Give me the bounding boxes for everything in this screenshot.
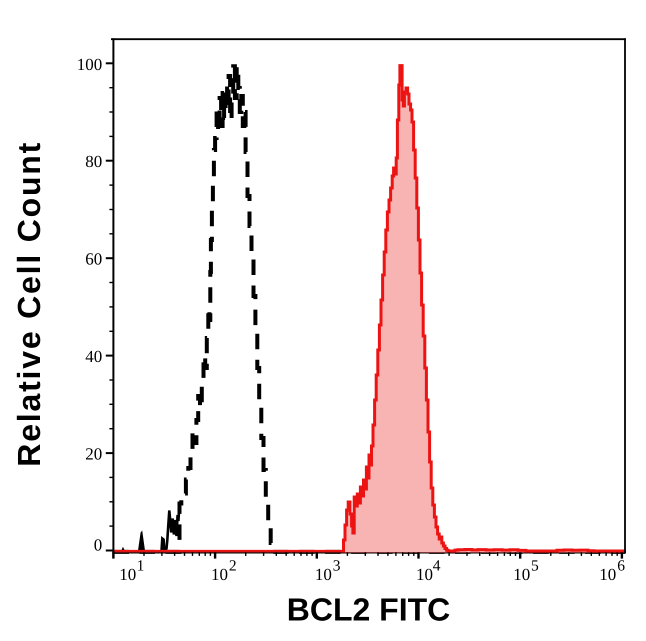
svg-text:10: 10: [211, 565, 228, 584]
svg-text:10: 10: [119, 565, 136, 584]
svg-text:BCL2 FITC: BCL2 FITC: [287, 591, 451, 627]
svg-text:Relative Cell Count: Relative Cell Count: [11, 141, 47, 467]
svg-text:4: 4: [433, 558, 441, 575]
svg-text:60: 60: [85, 250, 102, 269]
svg-text:0: 0: [94, 535, 103, 554]
svg-text:10: 10: [513, 565, 530, 584]
svg-text:6: 6: [617, 558, 625, 575]
svg-text:10: 10: [315, 565, 332, 584]
svg-text:10: 10: [416, 565, 433, 584]
svg-text:40: 40: [85, 347, 102, 366]
svg-text:2: 2: [229, 558, 237, 575]
svg-text:3: 3: [333, 558, 341, 575]
svg-text:1: 1: [137, 558, 145, 575]
svg-text:5: 5: [531, 558, 539, 575]
svg-text:100: 100: [77, 55, 103, 74]
svg-text:10: 10: [599, 565, 616, 584]
svg-text:20: 20: [85, 445, 102, 464]
svg-text:80: 80: [85, 152, 102, 171]
